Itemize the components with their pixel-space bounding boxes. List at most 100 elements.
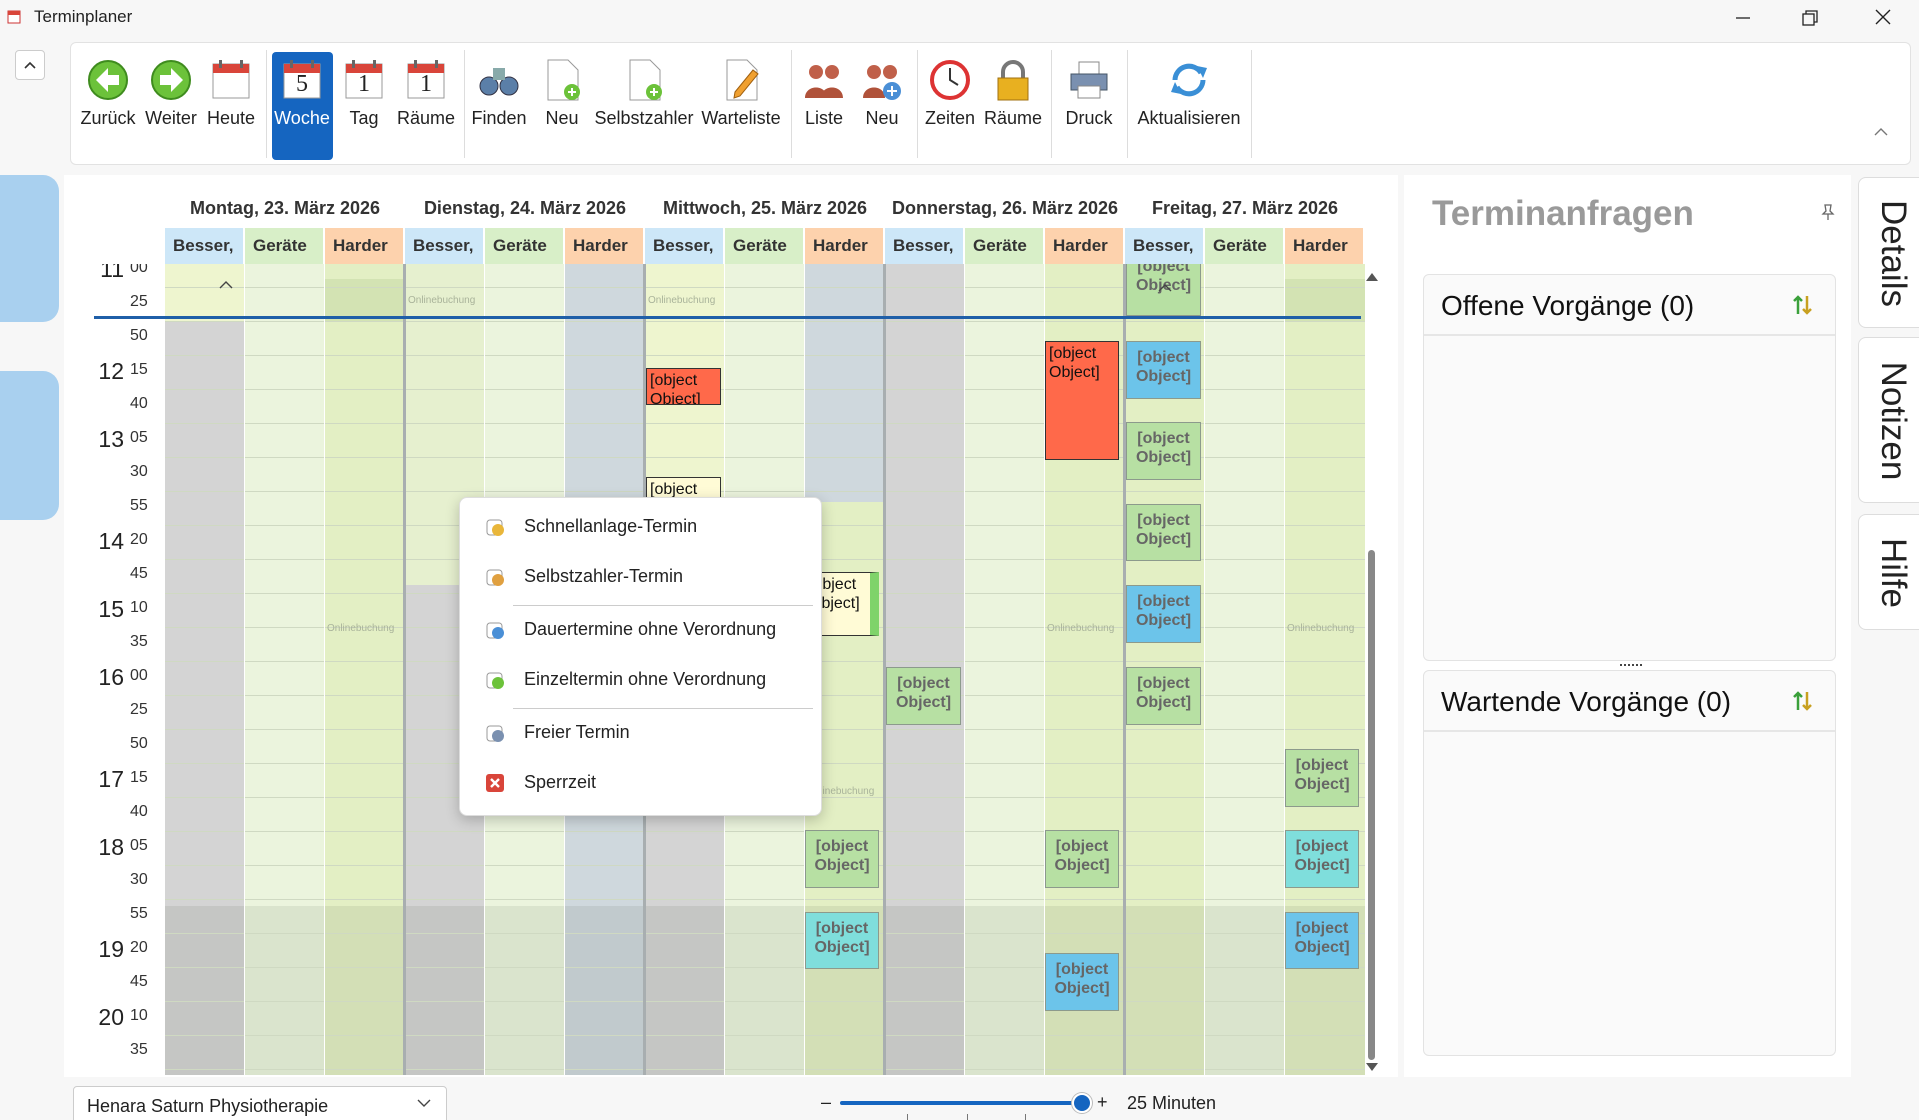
zoom-minus[interactable]: – — [821, 1092, 832, 1112]
minute-label: 05 — [130, 837, 148, 854]
menu-item[interactable]: Freier Termin — [524, 722, 630, 742]
side-tab[interactable]: Details — [1858, 177, 1919, 328]
column-shade — [1285, 279, 1365, 321]
toolbar-icon-part — [346, 64, 382, 73]
dropdown-chevron-part — [417, 1099, 431, 1107]
menu-item[interactable]: Schnellanlage-Termin — [524, 516, 698, 536]
resource-header[interactable]: Geräte — [1205, 228, 1283, 264]
appointment[interactable]: [object Object] — [1126, 585, 1201, 643]
appointment[interactable]: [object Object] — [1045, 341, 1119, 460]
zoom-tick — [967, 1114, 968, 1120]
resource-header[interactable]: Harder — [565, 228, 643, 264]
toolbar-icon-part — [1197, 66, 1207, 78]
appointment[interactable]: [object Object] — [1045, 953, 1119, 1011]
resource-header[interactable]: Besser, — [165, 228, 243, 264]
appointment[interactable]: [object Object] — [1285, 912, 1359, 969]
resource-header[interactable]: Besser, — [405, 228, 483, 264]
appointment[interactable]: [object Object] — [1045, 830, 1119, 888]
minimize-button[interactable] — [1733, 8, 1753, 28]
restore-glyph-back — [1805, 10, 1818, 23]
toolbar-icon — [547, 59, 580, 101]
sort-icon — [1793, 691, 1812, 711]
row-line — [165, 865, 1365, 866]
row-line — [165, 933, 1365, 934]
appointment[interactable]: [object Object] — [1126, 264, 1201, 316]
toolbar-label: Finden — [471, 108, 527, 128]
resource-header[interactable]: Geräte — [245, 228, 323, 264]
toolbar-icon-part — [499, 76, 519, 96]
appointment[interactable]: [object Object] — [805, 830, 879, 888]
appointment[interactable]: [object Object] — [805, 912, 879, 969]
minute-label: 15 — [130, 769, 148, 786]
toolbar-label: Räume — [983, 108, 1043, 128]
menu-item[interactable]: Einzeltermin ohne Verordnung — [524, 669, 767, 689]
appointment[interactable]: [object Object] — [1126, 341, 1201, 399]
resource-header[interactable]: Harder — [805, 228, 883, 264]
appointment[interactable]: [object Object] — [1126, 422, 1201, 480]
collapse-glyph — [24, 61, 36, 69]
toolbar-label: Räume — [396, 108, 456, 128]
app-icon-bar — [8, 11, 20, 15]
mini-day-view[interactable] — [0, 175, 59, 322]
current-time-line — [94, 316, 1361, 319]
online-label: Onlinebuchung — [807, 786, 875, 797]
splitter-grip[interactable] — [1620, 664, 1642, 668]
resource-header[interactable]: Harder — [325, 228, 403, 264]
appointment[interactable]: [object Object] — [1126, 504, 1201, 561]
toolbar-label: Zeiten — [924, 108, 976, 128]
zoom-knob[interactable] — [1072, 1093, 1092, 1113]
resource-header[interactable]: Geräte — [725, 228, 803, 264]
menu-item[interactable]: Dauertermine ohne Verordnung — [524, 619, 777, 639]
appointment[interactable]: [object Object] — [886, 667, 961, 725]
resource-header[interactable]: Geräte — [965, 228, 1043, 264]
request-section — [1423, 670, 1836, 1056]
pin-icon — [1821, 204, 1835, 220]
zoom-track — [840, 1101, 1082, 1105]
hour-label: 20 — [98, 1004, 124, 1030]
location-dropdown[interactable]: Henara Saturn Physiotherapie — [73, 1086, 447, 1120]
menu-icon-part — [492, 677, 504, 689]
minute-label: 35 — [130, 633, 148, 650]
appointment[interactable]: [object Object] — [1285, 830, 1359, 888]
column-shade — [325, 279, 405, 321]
toolbar-icon — [1070, 61, 1108, 99]
zoom-plus[interactable]: + — [1097, 1092, 1108, 1112]
collapse-ribbon-button[interactable] — [15, 50, 45, 80]
scroll-thumb[interactable] — [1368, 550, 1375, 1060]
hour-label: 14 — [98, 528, 124, 554]
scroll-up — [1366, 273, 1378, 281]
resource-header[interactable]: Harder — [1045, 228, 1123, 264]
toolbar-icon — [629, 59, 662, 101]
scroll-down — [1366, 1063, 1378, 1071]
hour-label: 18 — [98, 834, 124, 860]
hour-label: 16 — [98, 664, 124, 690]
toolbar-icon-part — [240, 60, 243, 68]
minute-label: 10 — [130, 599, 148, 616]
menu-icon-part — [492, 627, 504, 639]
context-menu: Schnellanlage-Termin Selbstzahler-Termin D… — [459, 497, 822, 816]
appointment[interactable]: [object Object] — [1126, 667, 1201, 725]
toolbar-icon-part — [733, 69, 759, 99]
close-button[interactable] — [1873, 7, 1893, 27]
calendar-icon-number: 1 — [358, 70, 370, 97]
side-tab[interactable]: Hilfe — [1858, 514, 1919, 630]
menu-item[interactable]: Sperrzeit — [524, 772, 597, 792]
location-text: Henara Saturn Physiotherapie — [87, 1096, 329, 1116]
resource-header[interactable]: Besser, — [1125, 228, 1203, 264]
restore-button[interactable] — [1800, 8, 1820, 28]
mini-month-view[interactable] — [0, 371, 59, 520]
resource-header[interactable]: Besser, — [645, 228, 723, 264]
resource-header[interactable]: Geräte — [485, 228, 563, 264]
expand-chevron — [219, 281, 233, 289]
resource-header[interactable]: Harder — [1285, 228, 1363, 264]
menu-item[interactable]: Selbstzahler-Termin — [524, 566, 684, 586]
hour-label: 13 — [98, 426, 124, 452]
appointment[interactable]: [object Object] — [646, 368, 721, 405]
resource-header[interactable]: Besser, — [885, 228, 963, 264]
toolbar-icon-part — [435, 60, 438, 68]
side-tab[interactable]: Notizen — [1858, 337, 1919, 503]
toolbar-collapse[interactable] — [1871, 122, 1891, 142]
appointment[interactable]: [object Object] — [1285, 749, 1359, 807]
calendar-icon-number: 1 — [420, 70, 432, 97]
